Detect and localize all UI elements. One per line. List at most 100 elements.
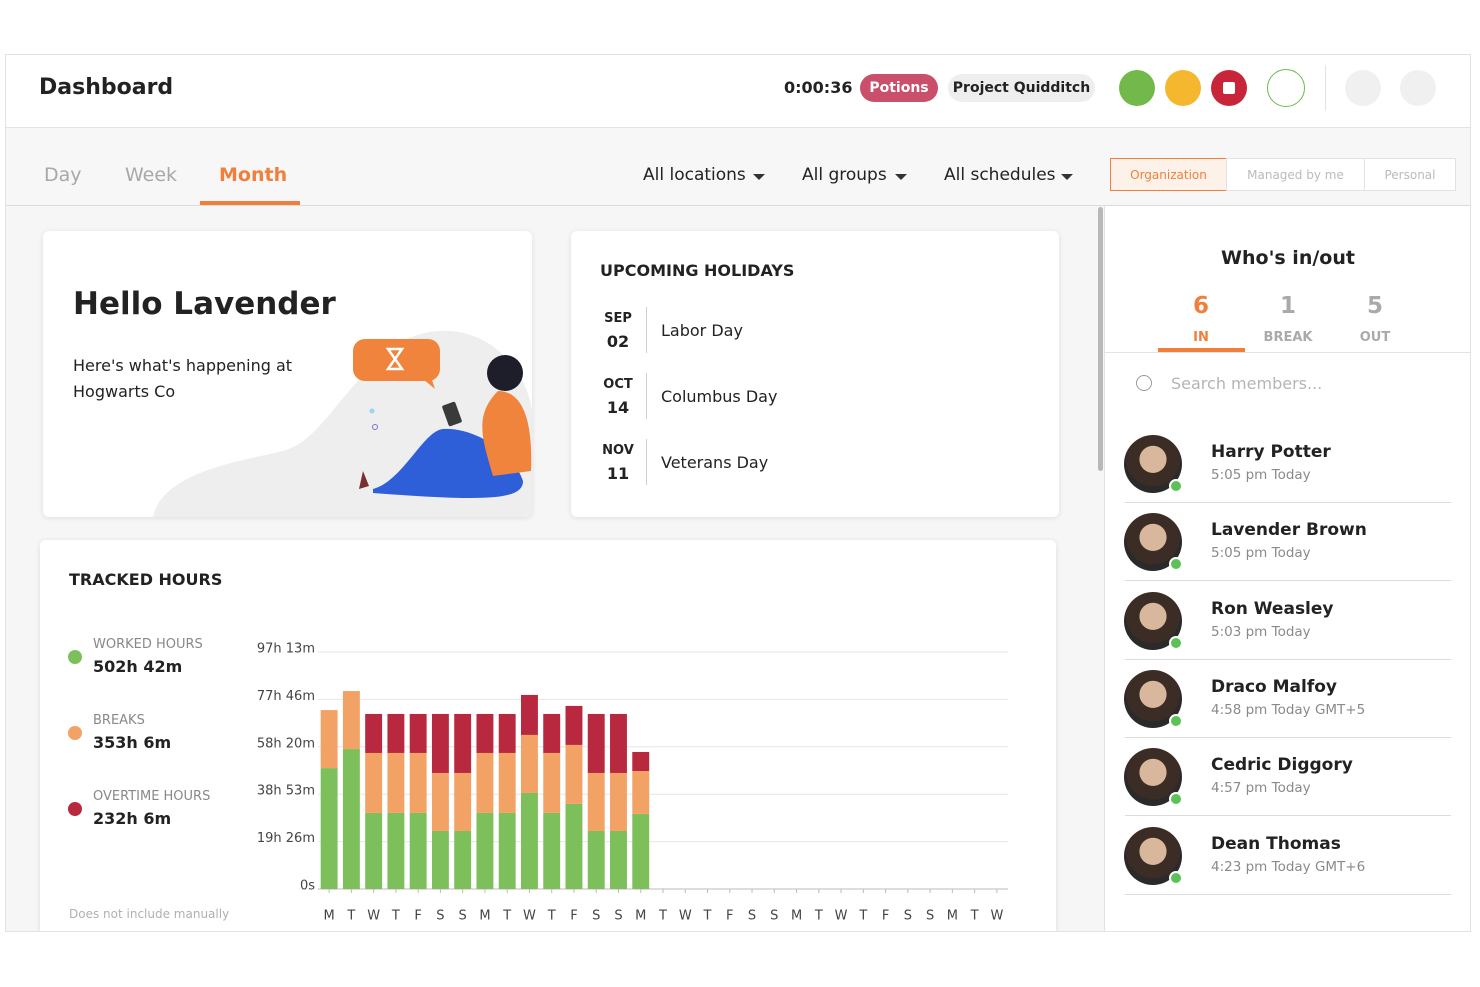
member-name[interactable]: Harry Potter (1211, 442, 1331, 462)
bar-segment (454, 830, 472, 889)
bar-segment (476, 752, 494, 813)
x-tick-label: S (459, 909, 467, 924)
legend-dot (68, 650, 82, 664)
bar-segment (632, 813, 650, 889)
y-tick-label: 58h 20m (257, 736, 315, 751)
bar-segment (387, 713, 405, 753)
status-dot (1169, 635, 1183, 650)
hair (487, 355, 523, 391)
holiday-name: Labor Day (661, 321, 743, 340)
help-button[interactable] (1345, 70, 1381, 106)
timer: 0:00:36 (784, 78, 853, 97)
switch-button[interactable] (1119, 70, 1155, 106)
member-separator (1125, 736, 1451, 738)
bar-segment (365, 812, 383, 889)
search-input[interactable]: Search members... (1171, 374, 1323, 393)
x-tick-label: S (614, 909, 622, 924)
bar-segment (543, 713, 561, 753)
member-name[interactable]: Lavender Brown (1211, 520, 1367, 541)
member-button[interactable] (1267, 69, 1305, 107)
x-tick-label: F (882, 909, 889, 924)
bar-segment (409, 812, 427, 889)
member-name[interactable]: Draco Malfoy (1211, 676, 1338, 697)
member-separator (1125, 815, 1451, 817)
holiday-name: Columbus Day (661, 387, 778, 406)
filter[interactable]: All schedules (944, 165, 1056, 185)
scope-toggle[interactable]: Organization (1110, 158, 1227, 191)
member-name[interactable]: Cedric Diggory (1211, 755, 1353, 776)
x-tick-label: M (947, 909, 958, 924)
member-time: 5:03 pm Today (1211, 623, 1311, 640)
bar-segment (476, 713, 494, 753)
bar-segment (520, 694, 538, 735)
count-label[interactable]: IN (1193, 330, 1209, 345)
holiday-day: 11 (606, 464, 630, 483)
member-separator (1125, 580, 1451, 582)
filter[interactable]: All groups (802, 165, 887, 185)
holiday-divider (646, 307, 647, 353)
tabs-border (1105, 352, 1471, 353)
bar-segment (565, 803, 583, 889)
project-pill[interactable]: Project Quidditch (948, 74, 1095, 102)
member-name[interactable]: Dean Thomas (1211, 833, 1341, 854)
legend-total: 353h 6m (93, 733, 172, 752)
stop-icon (1223, 82, 1235, 94)
count-label[interactable]: BREAK (1263, 330, 1313, 345)
tab-active[interactable]: Month (219, 164, 288, 186)
greeting-card (43, 231, 532, 517)
search-icon (1136, 375, 1152, 391)
x-tick-label: S (926, 909, 934, 924)
bar-segment (587, 713, 605, 773)
page-title: Dashboard (39, 75, 174, 100)
count-value[interactable]: 5 (1366, 293, 1383, 319)
bar-segment (431, 713, 449, 773)
project-tag[interactable]: Potions (860, 74, 938, 102)
bar-segment (387, 752, 405, 813)
top-bar (5, 54, 1471, 128)
bar-segment (431, 830, 449, 889)
status-dot (1169, 713, 1183, 728)
scope-toggle[interactable]: Managed by me (1226, 158, 1365, 191)
caret (895, 174, 907, 180)
bar-segment (342, 691, 360, 750)
member-name[interactable]: Ron Weasley (1211, 598, 1334, 619)
filter[interactable]: All locations (643, 165, 746, 185)
member-time: 4:57 pm Today (1211, 780, 1311, 797)
caret (1061, 174, 1073, 180)
holiday-divider (646, 373, 647, 419)
count-value[interactable]: 1 (1279, 293, 1296, 319)
bar-segment (565, 744, 583, 804)
x-tick-label: T (502, 909, 511, 924)
x-tick-label: W (835, 909, 848, 924)
status-dot (1169, 870, 1183, 885)
legend-total: 502h 42m (93, 657, 183, 676)
holidays-card (571, 231, 1059, 517)
bar-segment (610, 830, 627, 889)
caret (753, 174, 765, 180)
phone (442, 401, 462, 427)
holiday-month: SEP (604, 311, 632, 326)
break-button[interactable] (1165, 70, 1201, 106)
x-tick-label: T (346, 909, 355, 924)
x-tick-label: W (990, 909, 1003, 924)
tab[interactable]: Day (44, 164, 82, 186)
x-tick-label: T (814, 909, 823, 924)
legend-dot (68, 726, 82, 740)
tab[interactable]: Week (125, 164, 178, 186)
settings-button[interactable] (1400, 70, 1436, 106)
x-tick-label: F (414, 909, 421, 924)
member-separator (1125, 658, 1451, 660)
bar-segment (543, 812, 561, 889)
scope-toggle[interactable]: Personal (1364, 158, 1456, 191)
panel-title: Who's in/out (1221, 247, 1355, 269)
card-title: UPCOMING HOLIDAYS (600, 261, 795, 280)
x-tick-label: M (791, 909, 802, 924)
count-label[interactable]: OUT (1359, 330, 1391, 345)
count-value[interactable]: 6 (1192, 293, 1209, 319)
illustration (153, 330, 532, 517)
status-underline (1158, 348, 1245, 352)
member-time: 5:05 pm Today (1211, 545, 1311, 562)
bar-segment (365, 752, 383, 813)
